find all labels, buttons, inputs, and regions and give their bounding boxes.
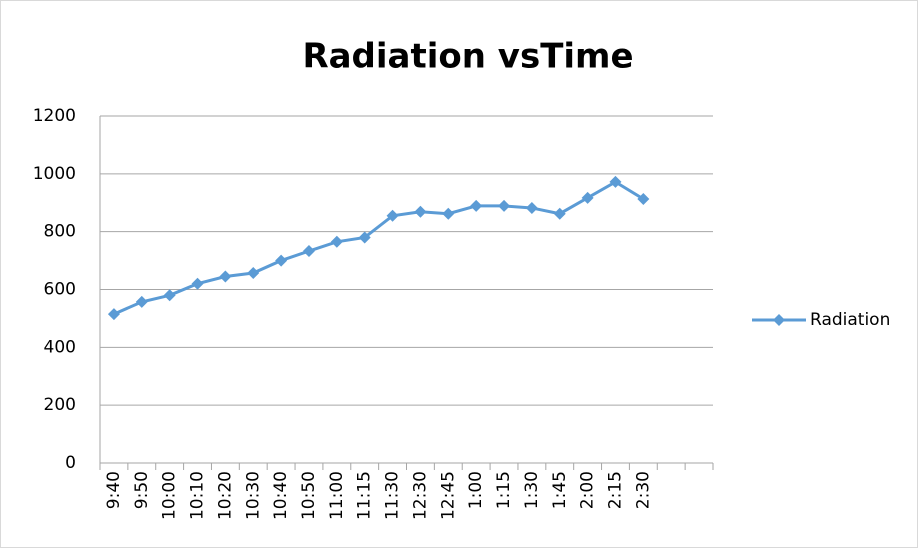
point-marker <box>470 199 483 212</box>
chart-title: Radiation vsTime <box>302 37 633 77</box>
y-tick-label: 0 <box>65 453 76 473</box>
point-marker <box>609 175 622 188</box>
x-tick-label: 11:15 <box>355 471 375 520</box>
point-marker <box>135 295 148 308</box>
x-tick-label: 9:40 <box>104 471 124 509</box>
x-tick-label: 2:00 <box>578 471 598 509</box>
x-tick-label: 11:30 <box>383 471 403 520</box>
point-marker <box>107 308 120 321</box>
x-tick-label: 2:15 <box>605 471 625 509</box>
x-tick-label: 10:30 <box>243 471 263 520</box>
x-tick-label: 10:50 <box>299 471 319 520</box>
x-tick-label: 10:00 <box>160 471 180 520</box>
y-tick-label: 800 <box>44 222 76 242</box>
x-tick-label: 1:30 <box>522 471 542 509</box>
point-marker <box>414 205 427 218</box>
y-tick-label: 1200 <box>33 106 76 126</box>
x-tick-label: 1:15 <box>494 471 514 509</box>
x-tick-label: 1:00 <box>466 471 486 509</box>
point-marker <box>581 191 594 204</box>
point-marker <box>330 235 343 248</box>
x-tick-label: 1:45 <box>550 471 570 509</box>
point-marker <box>191 277 204 290</box>
legend-label: Radiation <box>810 310 890 330</box>
legend-marker <box>773 314 785 326</box>
point-marker <box>442 207 455 220</box>
point-marker <box>219 270 232 283</box>
x-tick-label: 10:40 <box>271 471 291 520</box>
point-marker <box>553 207 566 220</box>
x-tick-label: 12:45 <box>438 471 458 520</box>
point-marker <box>637 192 650 205</box>
y-tick-label: 400 <box>44 337 76 357</box>
point-marker <box>163 289 176 302</box>
y-tick-label: 200 <box>44 395 76 415</box>
x-tick-label: 2:30 <box>633 471 653 509</box>
x-tick-label: 9:50 <box>132 471 152 509</box>
x-tick-label: 11:00 <box>327 471 347 520</box>
point-marker <box>358 231 371 244</box>
point-marker <box>525 201 538 214</box>
point-marker <box>247 267 260 280</box>
point-marker <box>302 245 315 258</box>
x-tick-label: 10:20 <box>215 471 235 520</box>
point-marker <box>275 254 288 267</box>
point-marker <box>386 209 399 222</box>
point-marker <box>498 199 511 212</box>
x-tick-label: 10:10 <box>188 471 208 520</box>
y-tick-label: 1000 <box>33 164 76 184</box>
y-tick-label: 600 <box>44 280 76 300</box>
x-tick-label: 12:30 <box>410 471 430 520</box>
